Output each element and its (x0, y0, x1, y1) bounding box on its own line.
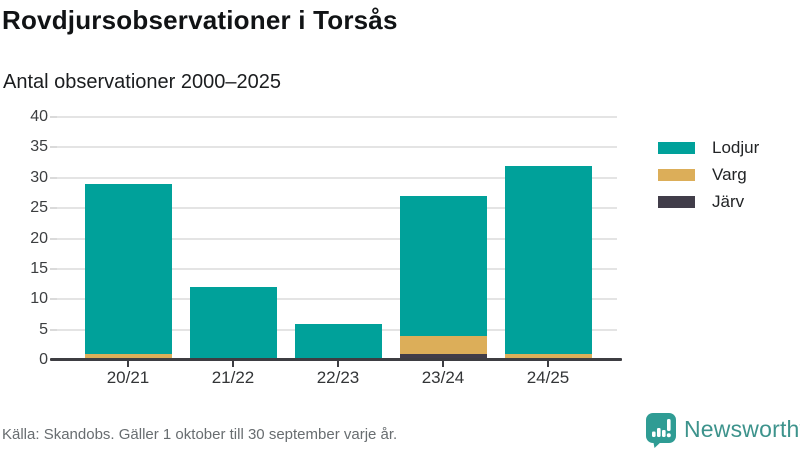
legend: Lodjur Varg Järv (658, 134, 759, 215)
bar-segment-varg-23-24 (399, 335, 487, 354)
y-tick-label-30: 30 (30, 168, 48, 186)
plot-area (50, 116, 617, 360)
y-tick-35 (50, 146, 57, 149)
y-tick-label-5: 5 (39, 320, 48, 338)
x-tick-label-24-25: 24/25 (526, 368, 570, 387)
y-tick-label-0: 0 (39, 351, 48, 368)
legend-label-varg: Varg (712, 164, 747, 184)
newsworthy-logo[interactable]: Newsworthy (644, 411, 800, 448)
bar-chart-speech-bubble-icon (646, 413, 676, 448)
source-note: Källa: Skandobs. Gäller 1 oktober till 3… (2, 426, 398, 443)
y-tick-5 (50, 328, 57, 331)
y-tick-40 (50, 116, 57, 118)
x-tick-label-21-22: 21/22 (211, 368, 255, 387)
x-axis-line (50, 358, 622, 361)
y-tick-label-10: 10 (30, 290, 48, 308)
chart-subtitle: Antal observationer 2000–2025 (3, 71, 281, 93)
y-tick-label-40: 40 (30, 108, 48, 125)
legend-swatch-varg (658, 168, 695, 181)
y-tick-15 (50, 267, 57, 270)
x-tick-label-22-23: 22/23 (316, 368, 360, 387)
chart-title: Rovdjursobservationer i Torsås (2, 5, 398, 35)
y-tick-30 (50, 176, 57, 179)
legend-swatch-lodjur (658, 141, 695, 154)
legend-item-järv: Järv (658, 188, 759, 215)
legend-swatch-järv (658, 195, 695, 208)
gridline-20 (57, 237, 617, 240)
y-tick-label-25: 25 (30, 199, 48, 217)
gridline-15 (57, 267, 617, 270)
bar-segment-varg-20-21 (84, 353, 172, 360)
bar-segment-varg-24-25 (504, 353, 592, 360)
legend-item-varg: Varg (658, 161, 759, 188)
legend-label-järv: Järv (712, 191, 745, 211)
bar-segment-lodjur-22-23 (294, 323, 382, 360)
gridline-10 (57, 298, 617, 301)
gridline-40 (57, 116, 617, 118)
gridline-30 (57, 176, 617, 179)
bar-segment-lodjur-20-21 (84, 183, 172, 354)
y-tick-25 (50, 207, 57, 210)
bar-segment-lodjur-23-24 (399, 195, 487, 336)
x-tick-20-21 (127, 361, 129, 367)
legend-label-lodjur: Lodjur (712, 137, 760, 157)
legend-item-lodjur: Lodjur (658, 134, 759, 161)
gridline-25 (57, 207, 617, 210)
y-tick-label-20: 20 (30, 229, 48, 247)
y-tick-label-15: 15 (30, 259, 48, 277)
x-tick-23-24 (442, 361, 444, 367)
y-tick-20 (50, 237, 57, 240)
x-tick-24-25 (547, 361, 549, 367)
bar-segment-järv-23-24 (399, 353, 487, 360)
x-tick-label-23-24: 23/24 (421, 368, 465, 387)
x-tick-21-22 (232, 361, 234, 367)
brand-name: Newsworthy (684, 416, 800, 442)
bar-segment-lodjur-21-22 (189, 287, 277, 360)
y-tick-10 (50, 298, 57, 301)
bar-segment-lodjur-24-25 (504, 165, 592, 354)
x-tick-label-20-21: 20/21 (106, 368, 150, 387)
y-tick-label-35: 35 (30, 138, 48, 156)
x-tick-22-23 (337, 361, 339, 367)
gridline-35 (57, 146, 617, 149)
